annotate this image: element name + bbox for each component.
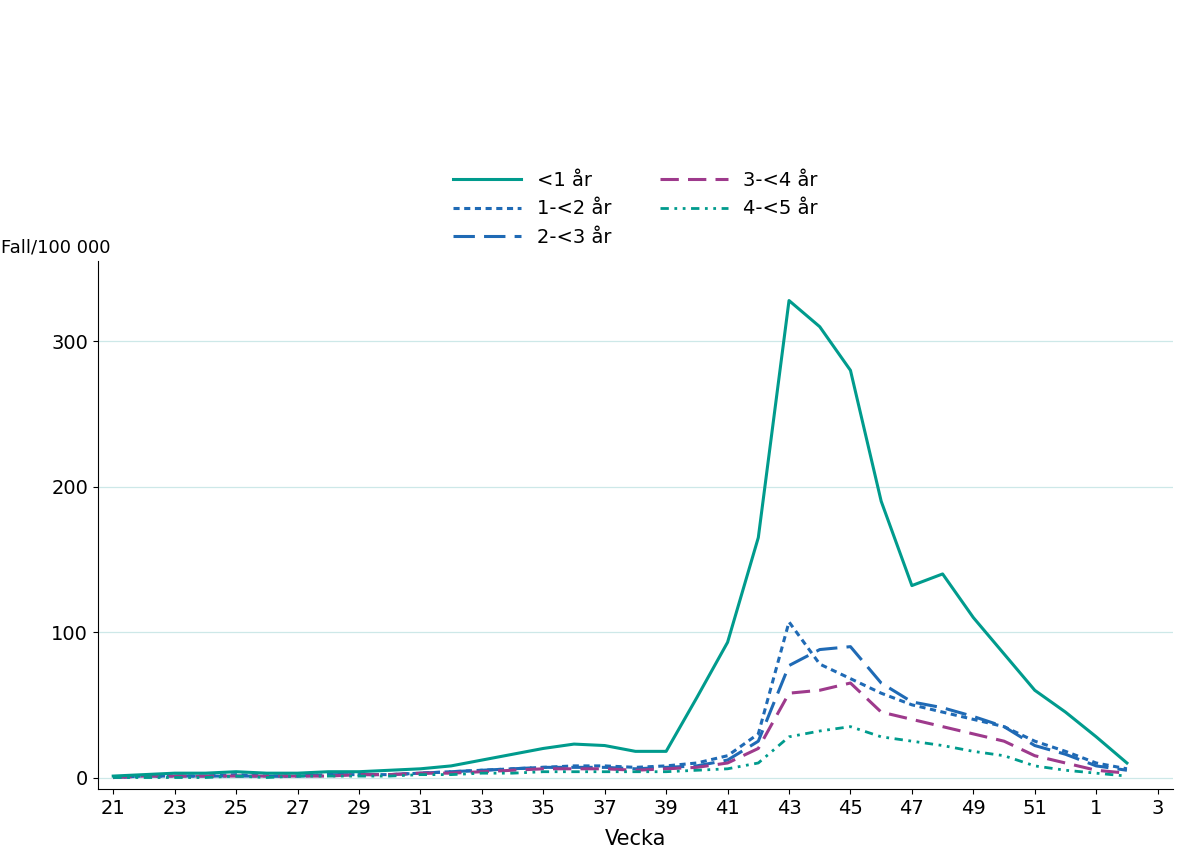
Legend: <1 år, 1-<2 år, 2-<3 år, 3-<4 år, 4-<5 år: <1 år, 1-<2 år, 2-<3 år, 3-<4 år, 4-<5 å… xyxy=(453,171,817,247)
X-axis label: Vecka: Vecka xyxy=(605,829,666,849)
Text: Fall/100 000: Fall/100 000 xyxy=(1,238,110,256)
